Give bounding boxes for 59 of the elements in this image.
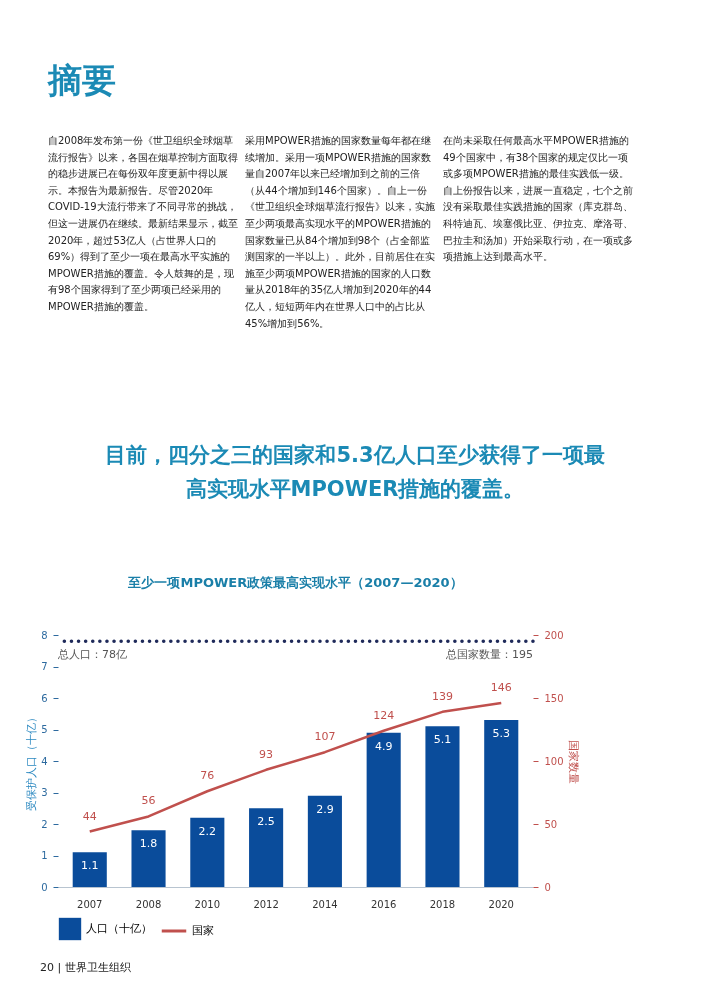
x-tick-label: 2012: [253, 898, 279, 910]
annotation: 总国家数量：195: [445, 648, 533, 662]
bar: [307, 795, 342, 887]
y-tick-label: 6: [41, 692, 48, 704]
x-tick-label: 2018: [429, 898, 456, 910]
y-tick-label: 1: [41, 850, 48, 861]
bar: [190, 817, 225, 887]
y-tick-label: 2: [41, 818, 48, 830]
bar: [249, 808, 284, 887]
y2-tick-label: 200: [544, 629, 564, 641]
data-label: 44: [82, 809, 97, 823]
y-tick-label: 5: [41, 724, 48, 735]
y-tick-label: 4: [41, 755, 48, 767]
bar: [366, 732, 401, 887]
data-label: 76: [200, 769, 215, 783]
bar: [484, 720, 519, 887]
data-label: 2.5: [257, 815, 275, 829]
y-tick-label: 3: [41, 787, 48, 798]
text: 采用MPOWER措施的国家数量每年都在继续增加。采用一项MPOWER措施的国家数量自2007年以来已经增加到之前的三倍（从44个增加到146个国家）。自上一份《世卫组织全球烟草流行报告》以来，实施至少两项最高实现水平的MPOWER措施的国家数量已从84个增加到98个（占全部监测国家的一半以上）。此外，目前居住在实施至少两项MPOWER措施的国家的人口数量从2018年的35亿人增加到2020年的44亿人，短短两年内在世界人口中的占比从45%增加到56%。: [245, 135, 435, 329]
y-tick-label: 8: [41, 629, 48, 641]
chart-title: 至少一项MPOWER政策最高实现水平（2007—2020）: [127, 575, 463, 590]
data-label: 139: [431, 689, 453, 703]
bar: [425, 726, 460, 887]
data-label: 1.1: [81, 859, 99, 873]
x-tick-label: 2020: [488, 898, 514, 910]
x-tick-label: 2010: [194, 898, 221, 910]
legend-label: 国家: [192, 924, 214, 937]
text: 在尚未采取任何最高水平MPOWER措施的49个国家中，有38个国家的规定仅比一项或多项MPOWER措施的最佳实践低一级。自上份报告以来，进展一直稳定，七个之前没有采取最佳实践措施的国家（库克群岛、科特迪瓦、埃塞俄比亚、伊拉克、摩洛哥、巴拉圭和汤加）开始采取行动，在一项或多项措施上达到最高水平。: [443, 134, 633, 265]
y2-axis-title: 国家数量: [566, 739, 580, 784]
x-tick-label: 2008: [135, 898, 162, 910]
text: 自2008年发布第一份《世卫组织全球烟草流行报告》以来，各国在烟草控制方面取得的稳步进展已在每份双年度更新中得以展示。本报告为最新报告。尽管2020年COVID-19大流行带来了不同寻常的挑战，但这一进展仍在继续。最新结果显示，截至2020年，超过53亿人（占世界人口的69%）得到了至少一项在最高水平实施的MPOWER措施的覆盖。令人鼓舞的是，现有98个国家得到了至少两项已经采用的MPOWER措施的覆盖。: [48, 135, 238, 312]
data-label: 5.3: [492, 727, 510, 741]
x-tick-label: 2014: [312, 898, 338, 910]
y-tick-label: 7: [41, 661, 48, 672]
x-tick-label: 2016: [370, 898, 397, 910]
data-label: 93: [259, 747, 274, 761]
data-label: 1.8: [139, 837, 158, 851]
y-tick-label: 0: [41, 881, 48, 893]
y2-tick-label: 50: [544, 818, 558, 830]
text: 目前，四分之三的国家和5.3亿人口至少获得了一项最高实现水平MPOWER措施的覆盖。: [104, 442, 606, 503]
data-label: 2.2: [198, 824, 217, 838]
data-label: 4.9: [374, 739, 393, 753]
y2-tick-label: 100: [544, 755, 564, 767]
y2-tick-label: 150: [544, 692, 564, 704]
data-label: 56: [141, 794, 156, 808]
data-label: 2.9: [316, 802, 334, 816]
legend-label: 人口（十亿）: [86, 922, 152, 935]
y-axis-title: 受保护人口（十亿）: [25, 712, 39, 811]
data-label: 5.1: [433, 733, 452, 747]
bar: [72, 852, 107, 887]
data-label: 146: [490, 681, 512, 695]
data-label: 124: [373, 708, 395, 722]
ref-line-label: 总人口：78亿: [57, 648, 127, 662]
data-label: 107: [314, 730, 336, 744]
text: 20 | 世界卫生组织: [40, 960, 131, 975]
text: 摘要: [48, 59, 116, 102]
bar: [131, 830, 166, 887]
y2-tick-label: 0: [544, 881, 551, 893]
x-tick-label: 2007: [77, 898, 103, 910]
